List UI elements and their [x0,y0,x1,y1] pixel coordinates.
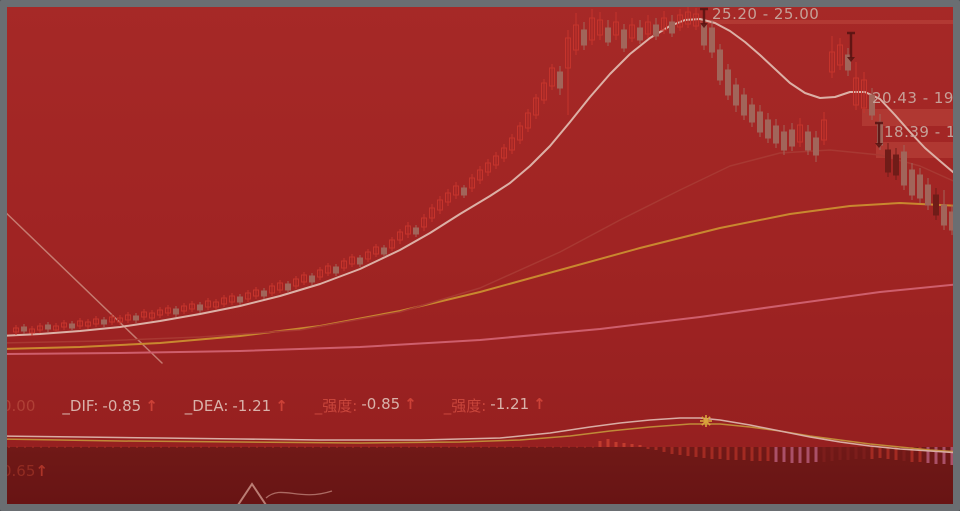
qiangdu-value: -0.85 [361,395,401,413]
qiangdu-readout-1: _强度: -0.85 ↑ [315,395,417,416]
macd-indicator-readout: 0.00 _DIF: -0.85 ↑ _DEA: -1.21 ↑ _强度: -0… [2,395,546,416]
signal-band-3 [876,142,953,158]
up-arrow-icon: ↑ [145,397,158,415]
qiangdu-value: -1.21 [490,395,530,413]
signal-band-1 [700,20,953,24]
signal-band-2 [862,109,953,126]
up-arrow-icon: ↑ [404,395,417,413]
qiangdu-readout-2: _强度: -1.21 ↑ [444,395,546,416]
qiangdu-label: _强度: [314,397,358,415]
up-arrow-icon: ↑ [35,462,48,480]
bottom-indicator-value: 0.65↑ [2,462,48,480]
up-arrow-icon: ↑ [533,395,546,413]
dif-value: -0.85 [102,397,142,415]
bottom-value-text: 0.65 [2,462,36,480]
dea-readout: _DEA: -1.21 ↑ [185,397,288,415]
up-arrow-icon: ↑ [275,397,288,415]
sell-price-range-label-2: 20.43 - 19 [872,89,954,107]
macd-prefix-value: 0.00 [2,397,36,415]
dea-label: _DEA: [184,397,229,415]
dea-value: -1.21 [232,397,272,415]
sell-price-range-label-1: 25.20 - 25.00 [712,5,820,23]
dif-label: _DIF: [62,397,99,415]
qiangdu-label: _强度: [443,397,487,415]
sell-price-range-label-3: 18.39 - 1 [884,123,956,141]
dif-readout: _DIF: -0.85 ↑ [62,397,157,415]
main-chart-background [7,7,953,447]
bottom-dark-band [7,447,953,504]
